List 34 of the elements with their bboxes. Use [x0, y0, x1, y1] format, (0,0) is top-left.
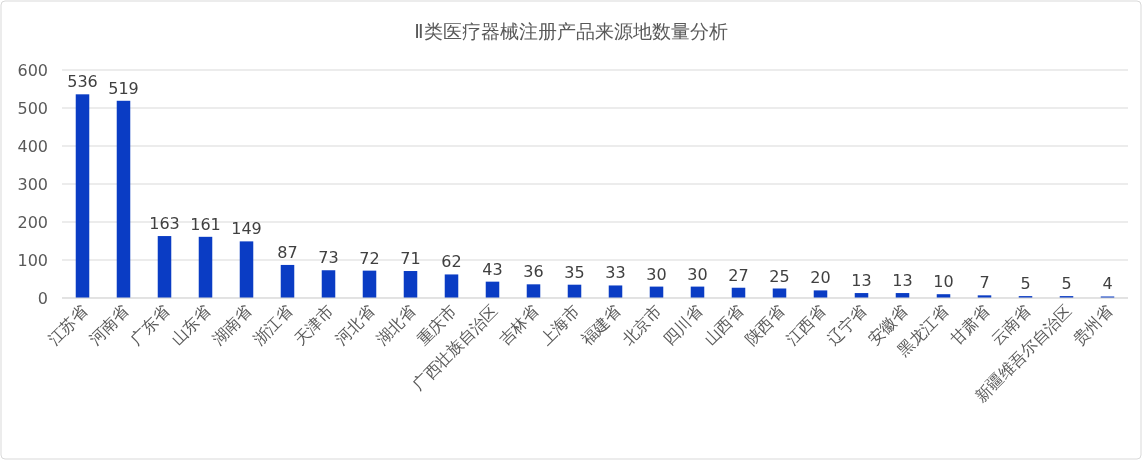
data-label: 7: [979, 273, 990, 293]
y-tick-label: 400: [17, 137, 48, 156]
y-tick-label: 200: [17, 213, 48, 232]
data-label: 5: [1020, 274, 1031, 294]
y-tick-label: 300: [17, 175, 48, 194]
data-label: 71: [400, 249, 421, 269]
data-label: 10: [933, 272, 954, 292]
data-label: 33: [605, 263, 626, 283]
y-tick-label: 0: [37, 289, 48, 308]
data-label: 536: [67, 72, 98, 92]
data-label: 149: [231, 219, 262, 239]
data-label: 36: [523, 262, 544, 282]
data-label: 62: [441, 252, 462, 272]
data-label: 87: [277, 242, 298, 262]
data-label: 30: [687, 264, 708, 284]
data-label: 25: [769, 266, 790, 286]
data-label: 20: [810, 268, 831, 288]
y-tick-label: 500: [17, 99, 48, 118]
data-label: 5: [1061, 274, 1072, 294]
data-label: 27: [728, 265, 749, 285]
data-label: 161: [190, 214, 221, 234]
data-label: 13: [892, 271, 913, 291]
data-label: 72: [359, 248, 380, 268]
data-label: 73: [318, 248, 339, 268]
data-label: 13: [851, 271, 872, 291]
data-label: 30: [646, 264, 667, 284]
data-label: 519: [108, 78, 139, 98]
data-label: 163: [149, 214, 180, 234]
y-tick-label: 600: [17, 61, 48, 80]
y-tick-label: 100: [17, 251, 48, 270]
data-label: 4: [1102, 274, 1113, 294]
data-label: 35: [564, 262, 585, 282]
chart-title: Ⅱ类医疗器械注册产品来源地数量分析: [414, 20, 728, 42]
data-label: 43: [482, 259, 503, 279]
